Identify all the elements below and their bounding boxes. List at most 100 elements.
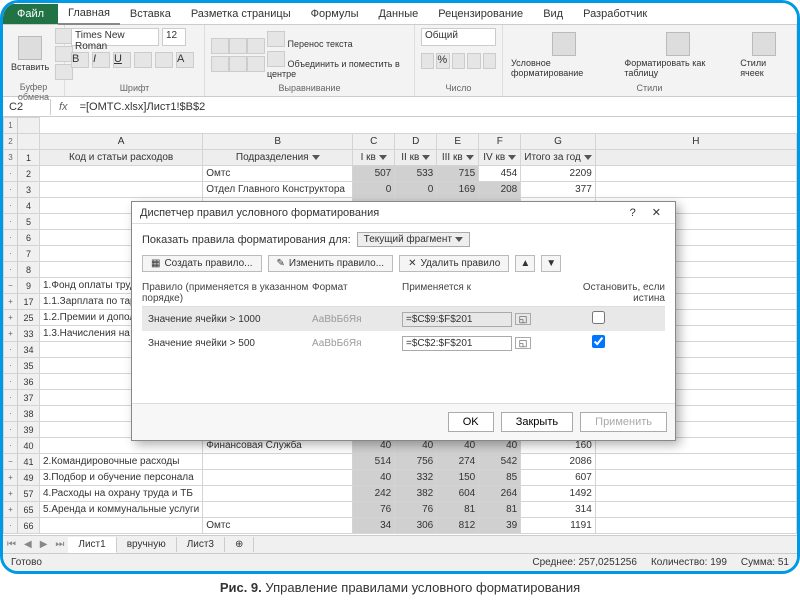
rule-row[interactable]: Значение ячейки > 1000АаВbБбЯя=$C$9:$F$2… [142,307,665,331]
ref-picker-icon[interactable]: ◱ [515,313,532,325]
move-up-button[interactable]: ▲ [515,255,535,272]
outline-toggle[interactable]: · [4,390,18,406]
col-E[interactable]: E [437,134,479,150]
delete-rule-button[interactable]: ✕ Удалить правило [399,255,509,272]
tab-insert[interactable]: Вставка [120,4,181,24]
wrap-text-button[interactable]: Перенос текста [267,31,408,49]
hdr-cell[interactable]: Подразделения [203,150,353,166]
align-ml[interactable] [211,56,229,72]
merge-button[interactable]: Объединить и поместить в центре [267,51,408,79]
tab-dev[interactable]: Разработчик [573,4,657,24]
hdr-cell[interactable]: Итого за год [521,150,596,166]
sheet-tab-1[interactable]: Лист1 [68,537,116,553]
format-table-button[interactable]: Форматировать как таблицу [622,30,734,80]
currency-button[interactable] [421,53,434,69]
cond-format-button[interactable]: Условное форматирование [509,30,618,80]
cell-styles-button[interactable]: Стили ячеек [738,30,790,80]
fx-icon[interactable]: fx [51,101,76,113]
col-H[interactable]: H [595,134,796,150]
outline-toggle[interactable]: · [4,214,18,230]
col-F[interactable]: F [479,134,521,150]
table-row[interactable]: +655.Аренда и коммунальные услуги7676818… [4,502,797,518]
align-mc[interactable] [229,56,247,72]
sheet-tab-2[interactable]: вручную [117,537,177,552]
tab-file[interactable]: Файл [3,4,58,24]
table-row[interactable]: +493.Подбор и обучение персонала40332150… [4,470,797,486]
outline-toggle[interactable]: · [4,422,18,438]
ref-picker-icon[interactable]: ◱ [515,337,532,349]
scope-select[interactable]: Текущий фрагмент [357,232,470,247]
italic-button[interactable]: I [92,52,110,68]
outline-toggle[interactable]: · [4,198,18,214]
align-tl[interactable] [211,38,229,54]
align-mr[interactable] [247,56,265,72]
formula-input[interactable]: =[OMTC.xlsx]Лист1!$B$2 [76,99,797,115]
tab-data[interactable]: Данные [368,4,428,24]
outline-toggle[interactable]: + [4,310,18,326]
sheet-tab-new[interactable]: ⊕ [225,537,254,552]
table-row[interactable]: ·3Отдел Главного Конструктора00169208377 [4,182,797,198]
comma-button[interactable] [452,53,465,69]
outline-toggle[interactable]: + [4,294,18,310]
table-row[interactable]: ·2Омтс5075337154542209 [4,166,797,182]
stop-checkbox[interactable] [592,311,605,324]
outline-toggle[interactable]: + [4,326,18,342]
table-row[interactable]: −412.Командировочные расходы514756274542… [4,454,797,470]
close-button[interactable]: Закрыть [501,412,573,432]
edit-rule-button[interactable]: ✎ Изменить правило... [268,255,394,272]
tab-home[interactable]: Главная [58,3,120,25]
outline-toggle[interactable]: · [4,374,18,390]
col-B[interactable]: B [203,134,353,150]
col-C[interactable]: C [353,134,395,150]
hdr-cell[interactable]: III кв [437,150,479,166]
close-icon[interactable]: ✕ [646,206,667,219]
tab-layout[interactable]: Разметка страницы [181,4,301,24]
move-down-button[interactable]: ▼ [541,255,561,272]
filter-icon[interactable] [312,155,320,160]
sheet-nav-next[interactable]: ▶ [36,539,52,550]
tab-view[interactable]: Вид [533,4,573,24]
font-name[interactable]: Times New Roman [71,28,159,46]
stop-checkbox[interactable] [592,335,605,348]
col-A[interactable]: A [40,134,203,150]
col-D[interactable]: D [395,134,437,150]
apply-button[interactable]: Применить [580,412,667,432]
percent-button[interactable]: % [436,53,449,69]
col-G[interactable]: G [521,134,596,150]
border-button[interactable] [134,52,152,68]
ok-button[interactable]: OK [448,412,494,432]
outline-toggle[interactable]: · [4,230,18,246]
paste-button[interactable]: Вставить [9,34,51,74]
outline-toggle[interactable]: + [4,502,18,518]
number-format[interactable]: Общий [421,28,496,46]
underline-button[interactable]: U [113,52,131,68]
sheet-nav-prev[interactable]: ◀ [20,539,36,550]
dec-dec-button[interactable] [483,53,496,69]
sheet-nav-first[interactable]: ⏮ [3,539,20,550]
tab-formulas[interactable]: Формулы [301,4,369,24]
outline-toggle[interactable]: · [4,166,18,182]
outline-toggle[interactable]: − [4,278,18,294]
outline-toggle[interactable]: + [4,470,18,486]
outline-toggle[interactable]: · [4,518,18,534]
fill-color-button[interactable] [155,52,173,68]
outline-toggle[interactable]: · [4,406,18,422]
font-color-button[interactable]: A [176,52,194,68]
font-size[interactable]: 12 [162,28,186,46]
tab-review[interactable]: Рецензирование [428,4,533,24]
table-row[interactable]: ·66Омтс34306812391191 [4,518,797,534]
outline-toggle[interactable]: + [4,486,18,502]
new-rule-button[interactable]: ▦ Создать правило... [142,255,262,272]
hdr-cell[interactable]: II кв [395,150,437,166]
outline-toggle[interactable]: − [4,454,18,470]
rule-row[interactable]: Значение ячейки > 500АаВbБбЯя=$C$2:$F$20… [142,331,665,355]
outline-toggle[interactable]: · [4,342,18,358]
inc-dec-button[interactable] [467,53,480,69]
bold-button[interactable]: B [71,52,89,68]
outline-toggle[interactable]: · [4,182,18,198]
hdr-cell[interactable]: I кв [353,150,395,166]
outline-toggle[interactable]: · [4,438,18,454]
outline-toggle[interactable]: · [4,246,18,262]
hdr-cell[interactable]: IV кв [479,150,521,166]
align-tc[interactable] [229,38,247,54]
